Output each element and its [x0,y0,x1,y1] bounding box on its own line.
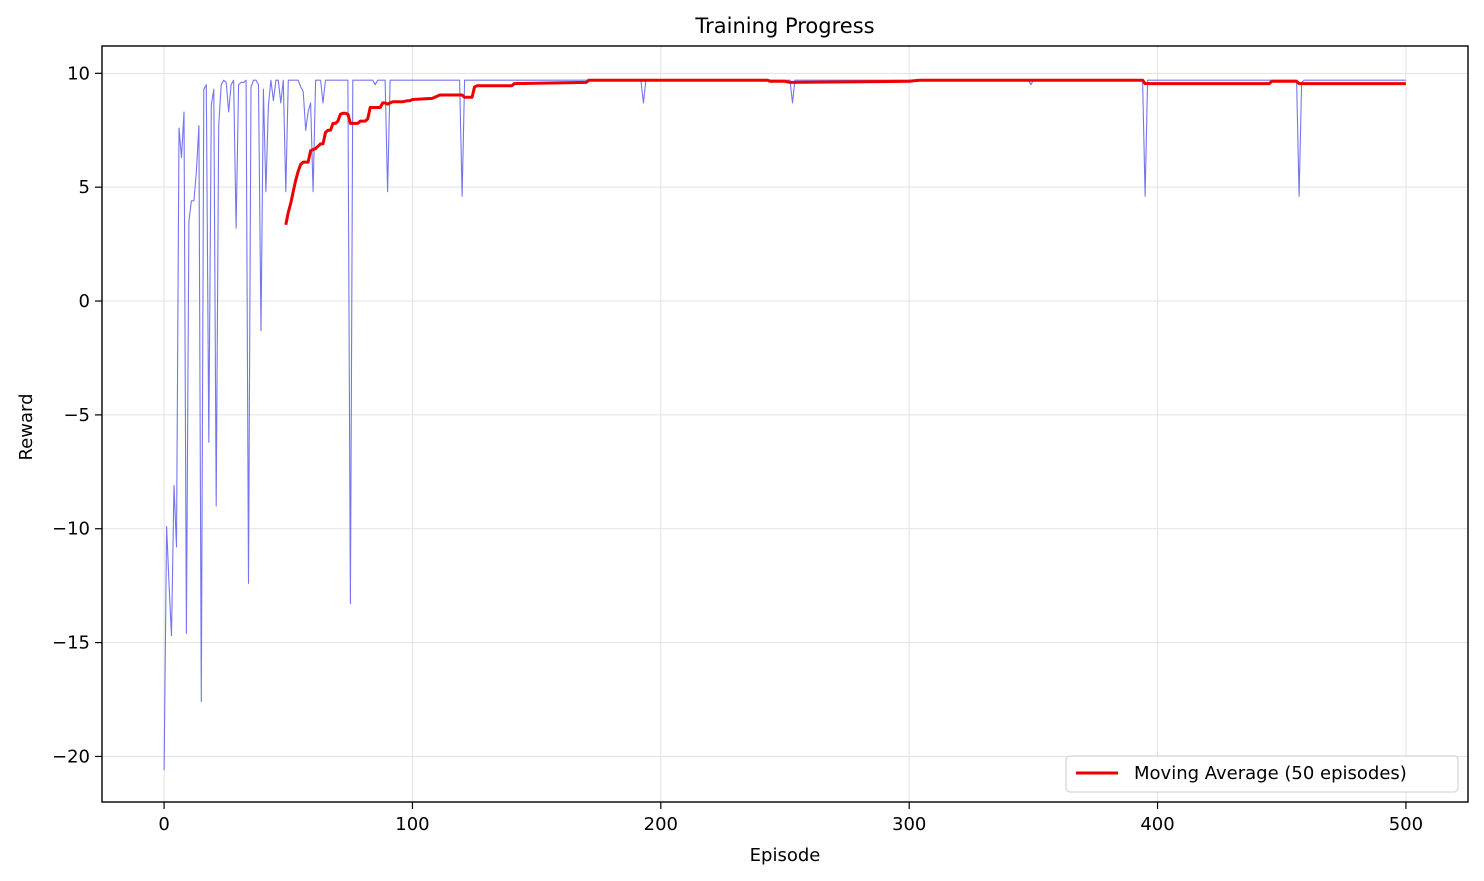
y-tick-label: −5 [63,405,90,426]
legend-label-moving-average: Moving Average (50 episodes) [1134,763,1407,784]
x-tick-label: 300 [892,814,926,835]
x-tick-label: 0 [158,814,169,835]
legend: Moving Average (50 episodes) [1065,755,1459,793]
y-tick-label: −10 [52,519,90,540]
plot-series [163,78,1406,771]
y-tick-label: −20 [52,746,90,767]
y-tick-label: 0 [79,291,90,312]
y-axis-label: Reward [16,393,37,460]
x-tick-label: 400 [1140,814,1174,835]
x-tick-label: 200 [644,814,678,835]
plot-frame [101,45,1469,803]
x-tick-label: 100 [395,814,429,835]
y-tick-label: 5 [79,177,90,198]
legend-box [1065,755,1459,793]
axis-ticks: 0 100 200 300 400 500 −20 −15 −10 −5 0 5 10 [52,63,1423,835]
x-axis-label: Episode [750,845,821,866]
chart-title: Training Progress [694,14,874,38]
moving-average-line [284,78,1406,226]
y-tick-label: −15 [52,633,90,654]
y-tick-label: 10 [67,63,90,84]
grid-lines [102,46,1468,802]
x-tick-label: 500 [1389,814,1423,835]
